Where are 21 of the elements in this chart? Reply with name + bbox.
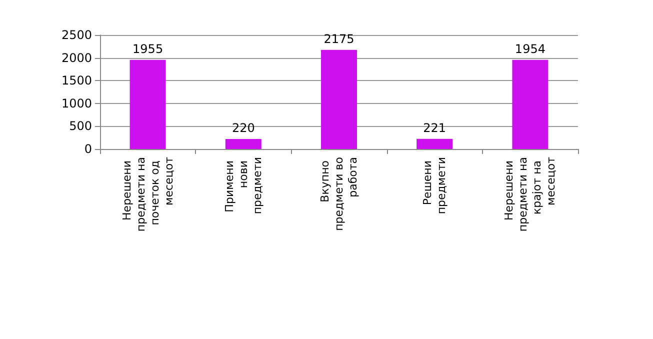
y-tick-label: 2000 [61, 50, 92, 65]
bar [416, 138, 453, 149]
x-tick-label: Нерешени предмети на крајот на месецот [502, 156, 558, 232]
data-label: 1955 [132, 42, 164, 56]
bar [321, 50, 357, 149]
y-tick-label: 2500 [61, 28, 92, 42]
x-tick-label: Вкупно предмети во работа [318, 156, 360, 231]
x-tick-label: Нерешени предмети на почеток од месецот [120, 156, 176, 232]
data-label: 1954 [514, 42, 546, 56]
y-tick-label: 500 [69, 119, 92, 134]
y-tick-label: 0 [84, 142, 92, 156]
y-tick-label: 1000 [61, 96, 92, 110]
x-tick-label: Примени нови предмети [222, 157, 264, 214]
data-label: 2175 [324, 32, 354, 46]
y-tick-label: 1500 [61, 74, 92, 88]
data-label: 220 [232, 120, 255, 135]
bar [130, 60, 166, 149]
x-tick-label: Решени предмети [421, 157, 448, 214]
bar [225, 138, 262, 149]
bar [512, 60, 548, 149]
data-label: 221 [423, 120, 446, 135]
